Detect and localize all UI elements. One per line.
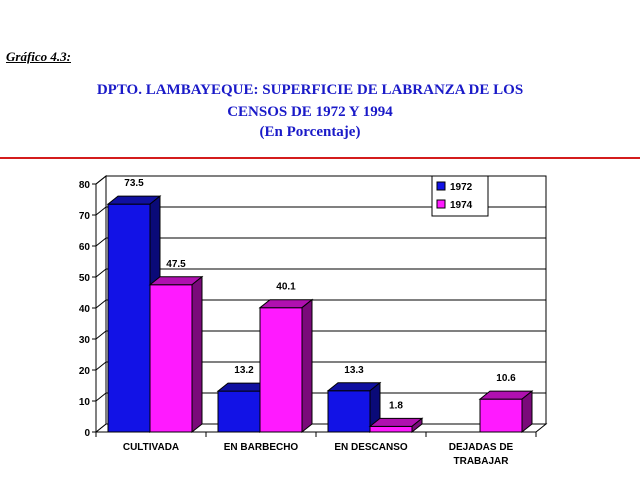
gridline-depth bbox=[95, 206, 107, 216]
data-label: 13.2 bbox=[234, 365, 254, 376]
gridline-depth bbox=[95, 268, 107, 278]
category-label: EN DESCANSO bbox=[334, 442, 408, 453]
chart-subtitle: (En Porcentaje) bbox=[259, 124, 361, 140]
y-tick-label: 50 bbox=[79, 273, 91, 284]
bar-1972 bbox=[107, 203, 151, 433]
data-label: 10.6 bbox=[496, 373, 516, 384]
bar-1974 bbox=[149, 284, 193, 433]
y-tick-label: 70 bbox=[79, 211, 91, 222]
category-label: CULTIVADA bbox=[123, 442, 179, 453]
bar-1974 bbox=[479, 398, 523, 433]
gridline-depth bbox=[95, 361, 107, 371]
gridline-depth bbox=[95, 392, 107, 402]
y-tick-label: 30 bbox=[79, 335, 91, 346]
bar-side-1974 bbox=[411, 417, 423, 434]
data-label: 13.3 bbox=[344, 365, 364, 376]
gridline-depth bbox=[95, 330, 107, 340]
bar-1974 bbox=[259, 307, 303, 433]
gridline-depth bbox=[95, 175, 107, 185]
y-tick-label: 60 bbox=[79, 242, 91, 253]
chart-title-line-1: DPTO. LAMBAYEQUE: SUPERFICIE DE LABRANZA… bbox=[96, 82, 524, 98]
y-tick-label: 0 bbox=[84, 428, 90, 439]
legend-label-1974: 1974 bbox=[450, 200, 473, 211]
data-label: 40.1 bbox=[276, 282, 296, 293]
category-label: EN BARBECHO bbox=[224, 442, 299, 453]
data-label: 47.5 bbox=[166, 259, 186, 270]
y-tick-label: 10 bbox=[79, 397, 91, 408]
y-tick-label: 40 bbox=[79, 304, 91, 315]
data-label: 73.5 bbox=[124, 178, 144, 189]
data-label: 1.8 bbox=[389, 400, 403, 411]
bar-side-1974 bbox=[521, 390, 533, 434]
legend-swatch-1972 bbox=[436, 181, 446, 191]
bar-side-1974 bbox=[301, 298, 313, 434]
chart-title-line-2: CENSOS DE 1972 Y 1994 bbox=[227, 104, 393, 120]
bar-side-1974 bbox=[191, 275, 203, 434]
gridline-depth bbox=[95, 299, 107, 309]
bar-1974 bbox=[369, 425, 413, 433]
legend-label-1972: 1972 bbox=[450, 182, 473, 193]
figure-label: Gráfico 4.3: bbox=[6, 49, 71, 64]
bar-1972 bbox=[217, 390, 261, 433]
red-divider-line bbox=[0, 157, 640, 159]
category-label: TRABAJAR bbox=[454, 456, 510, 467]
legend-swatch-1974 bbox=[436, 199, 446, 209]
gridline-depth bbox=[95, 237, 107, 247]
y-tick-label: 80 bbox=[79, 180, 91, 191]
bar-1972 bbox=[327, 390, 371, 433]
y-tick-label: 20 bbox=[79, 366, 91, 377]
category-label: DEJADAS DE bbox=[449, 442, 514, 453]
